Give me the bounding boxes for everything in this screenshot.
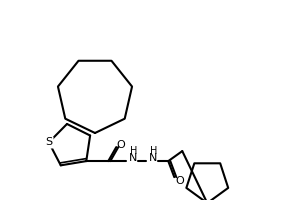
Text: H: H (130, 146, 137, 156)
Text: N: N (129, 153, 137, 163)
Text: S: S (45, 137, 52, 147)
Text: O: O (175, 176, 184, 186)
Text: O: O (116, 140, 124, 150)
Text: H: H (150, 146, 157, 156)
Text: N: N (149, 153, 158, 163)
